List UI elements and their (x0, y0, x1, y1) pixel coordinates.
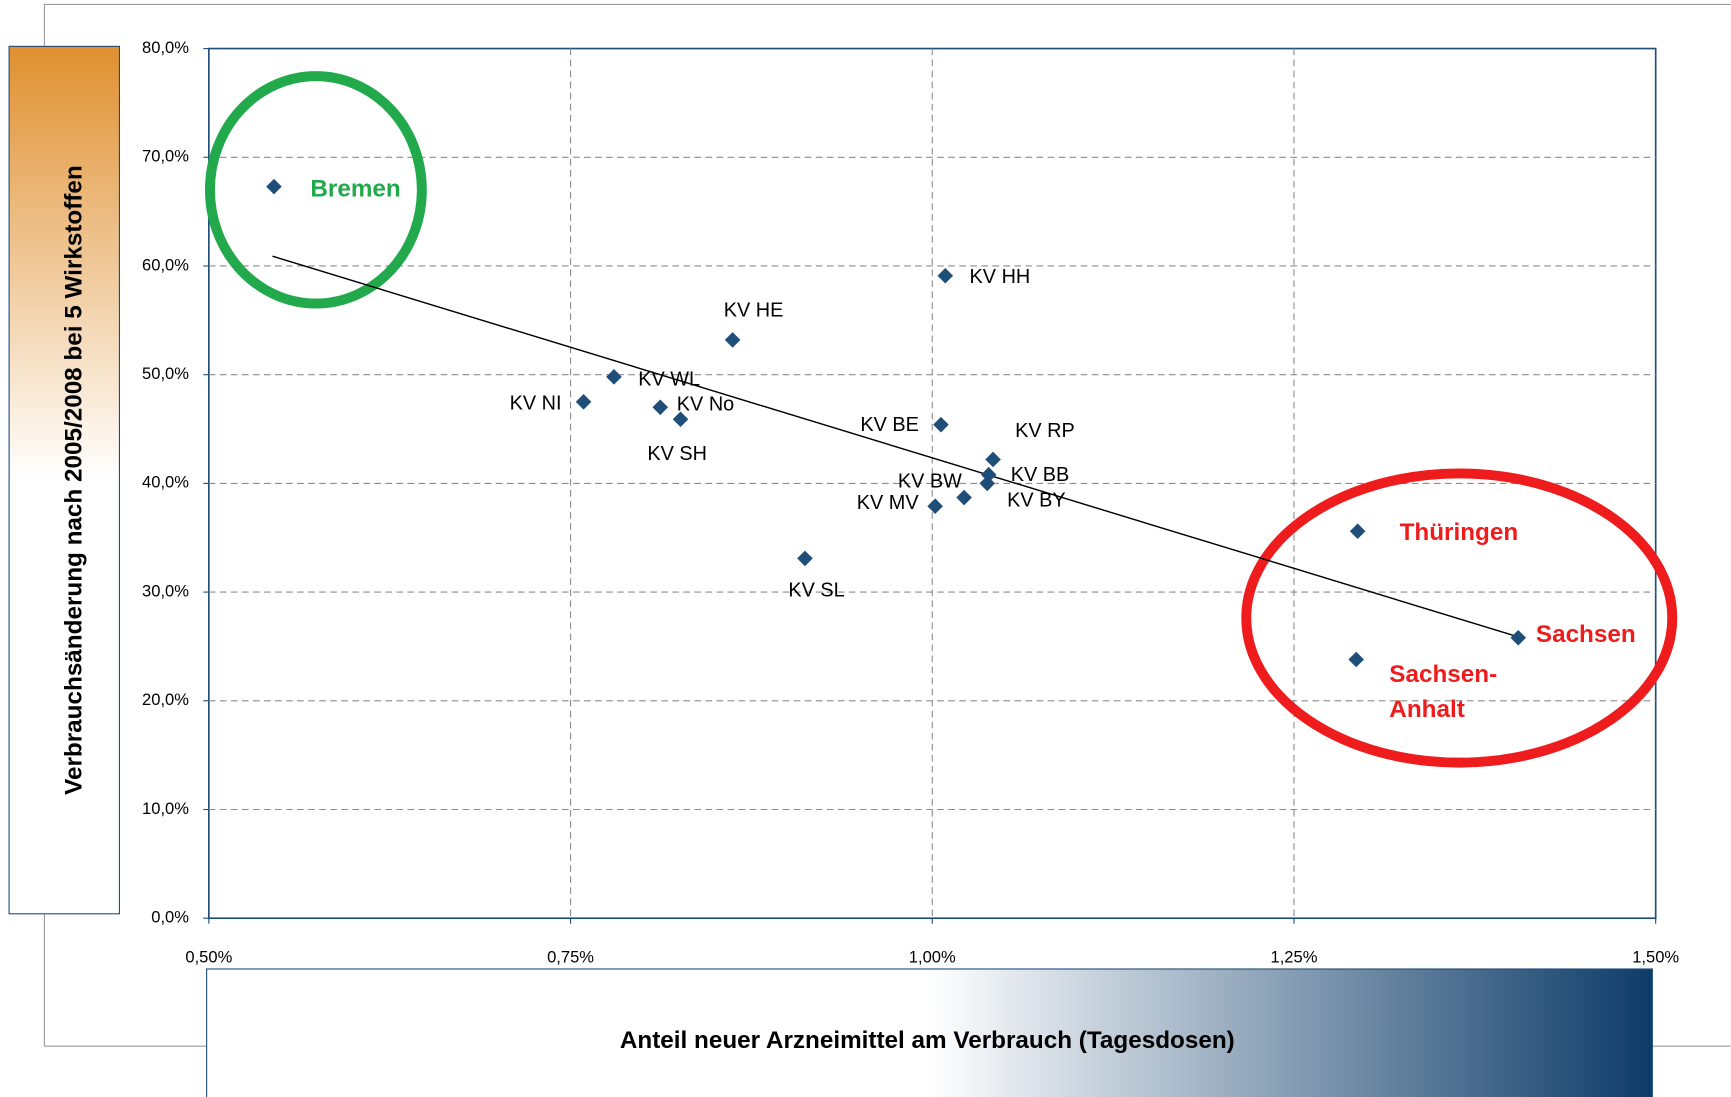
x-tick-label: 1,25% (1271, 947, 1318, 966)
point (606, 369, 622, 385)
point (956, 489, 972, 506)
point (724, 332, 741, 348)
point (266, 178, 282, 195)
highlight-circle (204, 71, 427, 309)
point (933, 416, 949, 433)
highlight-circle (1241, 468, 1678, 768)
point-label: KV NI (510, 392, 562, 414)
y-tick-label: 70,0% (142, 147, 189, 166)
point-label: KV BE (860, 414, 919, 436)
point-label: KV WL (638, 368, 700, 390)
point-label: Sachsen-Anhalt (1389, 661, 1497, 723)
point (1348, 651, 1364, 668)
point-label: KV BB (1011, 464, 1070, 486)
point (1349, 523, 1366, 540)
y-tick-label: 40,0% (142, 473, 189, 492)
point (797, 550, 813, 567)
x-tick-label: 0,75% (547, 947, 594, 966)
point (1510, 629, 1527, 646)
point-label: Bremen (310, 175, 400, 202)
point (927, 498, 943, 515)
point-label: Sachsen (1536, 621, 1636, 648)
y-axis-label: Verbrauchsänderung nach 2005/2008 bei 5 … (61, 165, 88, 795)
point-label: KV SH (647, 443, 707, 465)
point-label: Thüringen (1400, 519, 1519, 546)
point-label: KV HE (724, 299, 784, 321)
x-tick-label: 0,50% (185, 947, 232, 966)
y-tick-label: 80,0% (142, 38, 189, 57)
y-tick-label: 20,0% (142, 690, 189, 709)
point-label: KV BY (1007, 489, 1066, 511)
trend-line (272, 255, 1522, 639)
point (937, 267, 954, 284)
point-label: KV No (677, 393, 734, 415)
x-label-box (206, 968, 1653, 1097)
y-tick-label: 60,0% (142, 255, 189, 274)
y-tick-label: 30,0% (142, 581, 189, 600)
x-tick-label: 1,00% (909, 947, 956, 966)
x-tick-label: 1,50% (1632, 947, 1679, 966)
point-label: KV RP (1015, 420, 1075, 442)
y-tick-label: 0,0% (151, 908, 189, 927)
point-label: KV BW (898, 470, 962, 492)
y-tick-label: 10,0% (142, 799, 189, 818)
point (672, 411, 689, 428)
point-label: KV SL (788, 580, 844, 602)
x-axis-label: Anteil neuer Arzneimittel am Verbrauch (… (620, 1027, 1235, 1054)
y-label-box (8, 45, 121, 915)
point-label: KV HH (970, 266, 1031, 288)
y-tick-label: 50,0% (142, 364, 189, 383)
point-label: KV MV (857, 492, 920, 514)
